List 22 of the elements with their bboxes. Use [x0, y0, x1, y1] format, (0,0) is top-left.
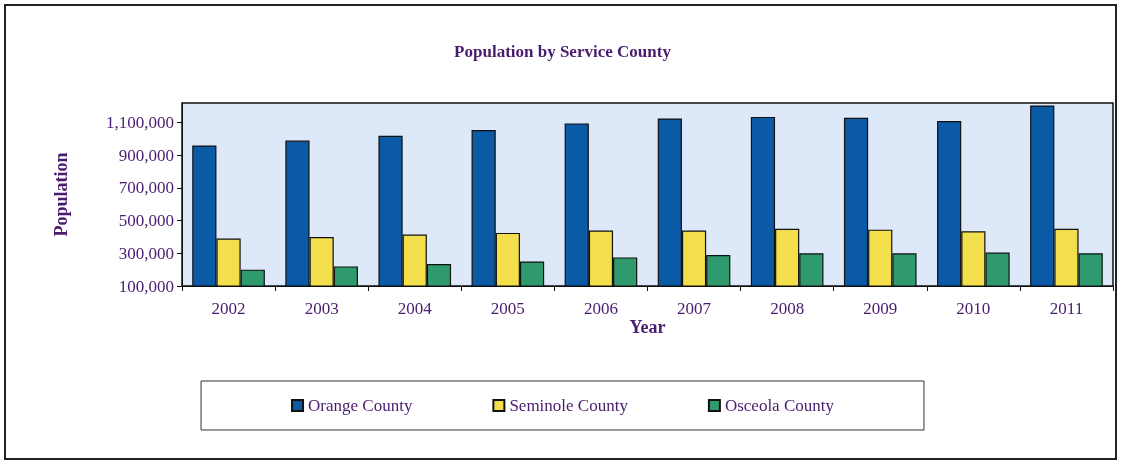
x-axis-title: Year — [629, 316, 666, 337]
x-tick-label: 2008 — [770, 299, 805, 318]
legend-label: Orange County — [308, 396, 413, 415]
x-tick-label: 2003 — [304, 299, 339, 318]
x-tick-label: 2009 — [863, 299, 898, 318]
x-tick-label: 2002 — [211, 299, 246, 318]
y-tick-label: 300,000 — [118, 243, 174, 263]
legend-label: Seminole County — [509, 396, 629, 415]
x-tick-label: 2005 — [490, 299, 525, 318]
x-tick-label: 2006 — [583, 299, 618, 318]
x-tick-label: 2010 — [956, 299, 991, 318]
legend-label: Osceola County — [724, 396, 835, 415]
y-tick-label: 700,000 — [118, 178, 174, 198]
chart-title: Population by Service County — [454, 42, 672, 61]
y-tick-label: 100,000 — [118, 276, 174, 296]
y-tick-label: 500,000 — [118, 211, 174, 231]
x-tick-label: 2011 — [1049, 299, 1084, 318]
y-axis-title: Population — [51, 152, 71, 237]
y-tick-label: 1,100,000 — [106, 113, 174, 133]
y-tick-label: 900,000 — [118, 145, 174, 165]
x-tick-label: 2007 — [677, 299, 712, 318]
x-tick-label: 2004 — [397, 299, 433, 318]
